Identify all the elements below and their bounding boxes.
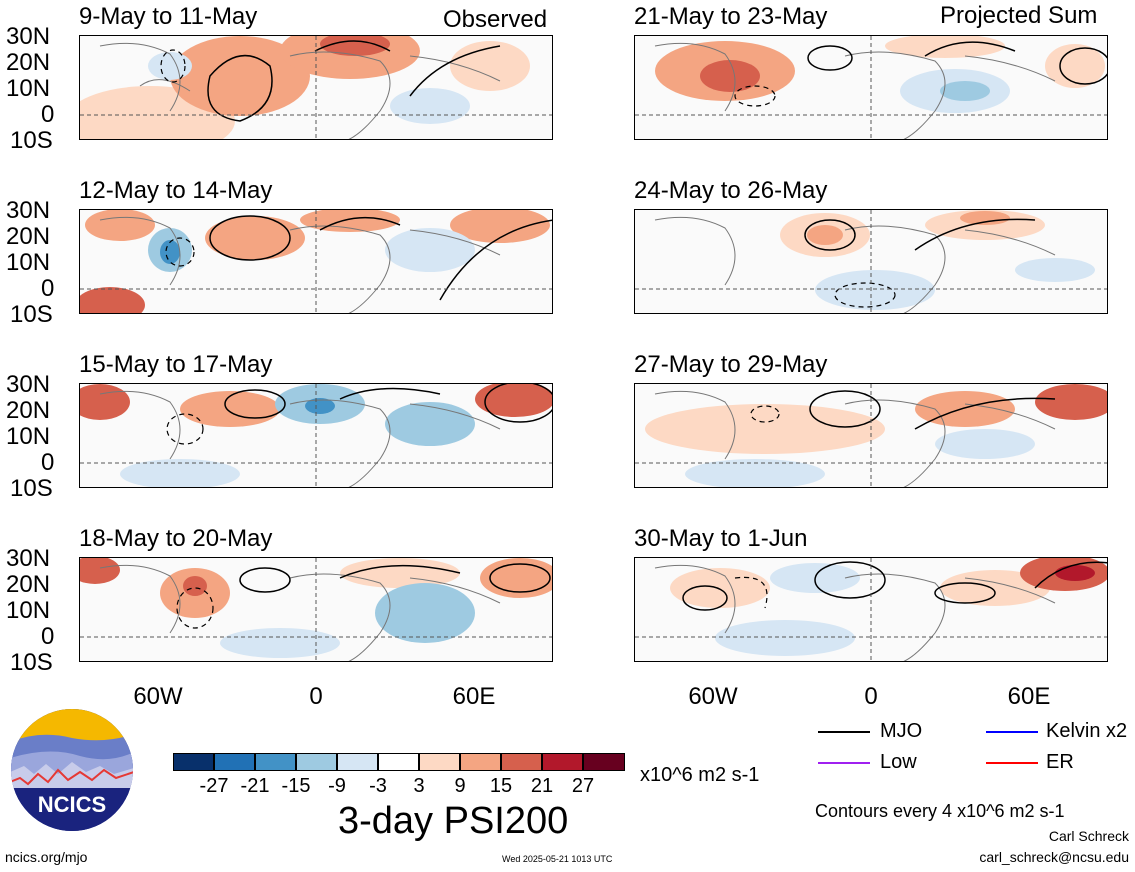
lat-20n: 20N [6, 49, 51, 76]
legend-low-line [818, 762, 870, 764]
author-email[interactable]: carl_schreck@ncsu.edu [979, 849, 1129, 865]
colorbar-tick: -3 [369, 775, 387, 797]
lat-0: 0 [41, 101, 55, 128]
ncics-logo: NCICS [10, 708, 134, 832]
colorbar-tick: -15 [281, 775, 311, 797]
lat-30n: 30N [6, 23, 51, 50]
colorbar-swatch-4 [296, 753, 337, 771]
lat-10n: 10N [6, 75, 51, 102]
lat-30n: 30N [6, 371, 51, 398]
lat-0: 0 [41, 275, 55, 302]
lat-0: 0 [41, 623, 55, 650]
colorbar-swatch-7 [419, 753, 460, 771]
colorbar-tick: -21 [240, 775, 270, 797]
legend-mjo-line [818, 731, 870, 733]
lat-0: 0 [41, 449, 55, 476]
map-panel-7 [79, 557, 553, 662]
logo-text: NCICS [38, 792, 106, 817]
panel-title-6: 27-May to 29-May [634, 351, 828, 378]
legend-kelvin-label: Kelvin x2 [1046, 720, 1128, 742]
lat-10s: 10S [10, 127, 53, 154]
colorbar-swatch-11 [583, 753, 625, 771]
colorbar-tick: 15 [489, 775, 513, 797]
colorbar-swatch-1 [173, 753, 214, 771]
lon-60w-left: 60W [133, 683, 183, 710]
author-name: Carl Schreck [1048, 828, 1129, 844]
lat-30n: 30N [6, 197, 51, 224]
observed-label: Observed [443, 6, 548, 33]
lon-60e-left: 60E [452, 683, 496, 710]
panel-title-3: 12-May to 14-May [79, 177, 273, 204]
panel-title-2: 21-May to 23-May [634, 3, 828, 30]
map-panel-1 [79, 35, 553, 140]
lat-30n: 30N [6, 545, 51, 572]
map-panel-8 [634, 557, 1108, 662]
colorbar-tick: -27 [199, 775, 229, 797]
colorbar-swatch-2 [214, 753, 255, 771]
lon-0-left: 0 [309, 683, 323, 710]
legend-kelvin-line [986, 731, 1038, 733]
legend-mjo-label: MJO [880, 720, 923, 742]
lon-0-right: 0 [864, 683, 878, 710]
lat-10n: 10N [6, 423, 51, 450]
map-panel-5 [79, 383, 553, 488]
map-panel-4 [634, 209, 1108, 314]
colorbar-tick: 21 [530, 775, 554, 797]
colorbar-tick: -9 [328, 775, 346, 797]
lon-60e-right: 60E [1007, 683, 1051, 710]
panel-title-5: 15-May to 17-May [79, 351, 273, 378]
panel-title-4: 24-May to 26-May [634, 177, 828, 204]
colorbar-swatch-10 [542, 753, 583, 771]
lat-20n: 20N [6, 571, 51, 598]
contour-note: Contours every 4 x10^6 m2 s-1 [815, 801, 1065, 821]
lat-10s: 10S [10, 475, 53, 502]
legend-er-label: ER [1046, 751, 1074, 773]
panel-title-8: 30-May to 1-Jun [634, 525, 808, 552]
site-link[interactable]: ncics.org/mjo [5, 849, 88, 865]
panel-title-1: 9-May to 11-May [79, 3, 258, 30]
colorbar-tick: 3 [413, 775, 425, 797]
lon-60w-right: 60W [688, 683, 738, 710]
panel-title-7: 18-May to 20-May [79, 525, 273, 552]
colorbar-units: x10^6 m2 s-1 [640, 764, 760, 786]
legend-er-line [986, 762, 1038, 764]
colorbar-tick: 9 [454, 775, 466, 797]
colorbar-swatch-3 [255, 753, 296, 771]
lat-10s: 10S [10, 301, 53, 328]
colorbar-swatch-9 [501, 753, 542, 771]
lat-20n: 20N [6, 397, 51, 424]
legend-low-label: Low [880, 751, 917, 773]
colorbar-tick: 27 [571, 775, 595, 797]
colorbar-swatch-5 [337, 753, 378, 771]
lat-20n: 20N [6, 223, 51, 250]
map-panel-2 [634, 35, 1108, 140]
colorbar-swatch-8 [460, 753, 501, 771]
figure-title: 3-day PSI200 [338, 800, 569, 842]
lat-10n: 10N [6, 597, 51, 624]
colorbar-swatch-6 [378, 753, 419, 771]
lat-10n: 10N [6, 249, 51, 276]
map-panel-3 [79, 209, 553, 314]
map-panel-6 [634, 383, 1108, 488]
lat-10s: 10S [10, 649, 53, 676]
projected-label: Projected Sum [940, 2, 1098, 29]
timestamp: Wed 2025-05-21 1013 UTC [502, 854, 613, 864]
